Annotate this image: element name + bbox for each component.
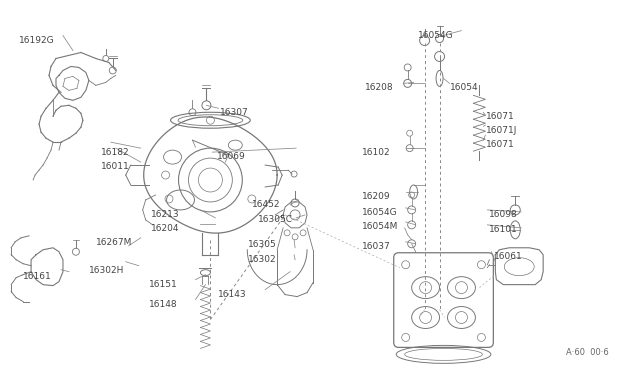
Text: 16037: 16037 bbox=[362, 242, 390, 251]
Text: 16054G: 16054G bbox=[362, 208, 397, 217]
Text: 16305C: 16305C bbox=[258, 215, 293, 224]
Text: 16071: 16071 bbox=[486, 140, 515, 149]
Text: 16071: 16071 bbox=[486, 112, 515, 121]
Text: 16143: 16143 bbox=[218, 290, 247, 299]
Text: 16192G: 16192G bbox=[19, 36, 55, 45]
Text: 16213: 16213 bbox=[150, 210, 179, 219]
Text: 16148: 16148 bbox=[148, 299, 177, 309]
Text: 16061: 16061 bbox=[494, 252, 523, 261]
Text: 16054G: 16054G bbox=[418, 31, 453, 39]
Text: 16204: 16204 bbox=[150, 224, 179, 233]
Text: 16305: 16305 bbox=[248, 240, 277, 249]
Text: 16452: 16452 bbox=[252, 200, 281, 209]
Text: 16209: 16209 bbox=[362, 192, 390, 201]
Text: 16101: 16101 bbox=[490, 225, 518, 234]
Text: 16054: 16054 bbox=[449, 83, 478, 92]
Text: 16011: 16011 bbox=[101, 162, 129, 171]
Text: 16054M: 16054M bbox=[362, 222, 398, 231]
Text: 16098: 16098 bbox=[490, 210, 518, 219]
Text: 16071J: 16071J bbox=[486, 126, 518, 135]
Text: 16302: 16302 bbox=[248, 255, 277, 264]
Text: 16307: 16307 bbox=[220, 108, 249, 117]
Text: 16302H: 16302H bbox=[89, 266, 124, 275]
Text: A·60  00·6: A·60 00·6 bbox=[566, 348, 609, 357]
Text: 16267M: 16267M bbox=[96, 238, 132, 247]
Text: 16208: 16208 bbox=[365, 83, 394, 92]
Text: 16182: 16182 bbox=[101, 148, 129, 157]
Text: 16102: 16102 bbox=[362, 148, 390, 157]
Text: 16161: 16161 bbox=[23, 272, 52, 281]
Text: 16069: 16069 bbox=[218, 152, 246, 161]
Text: 16151: 16151 bbox=[148, 280, 177, 289]
